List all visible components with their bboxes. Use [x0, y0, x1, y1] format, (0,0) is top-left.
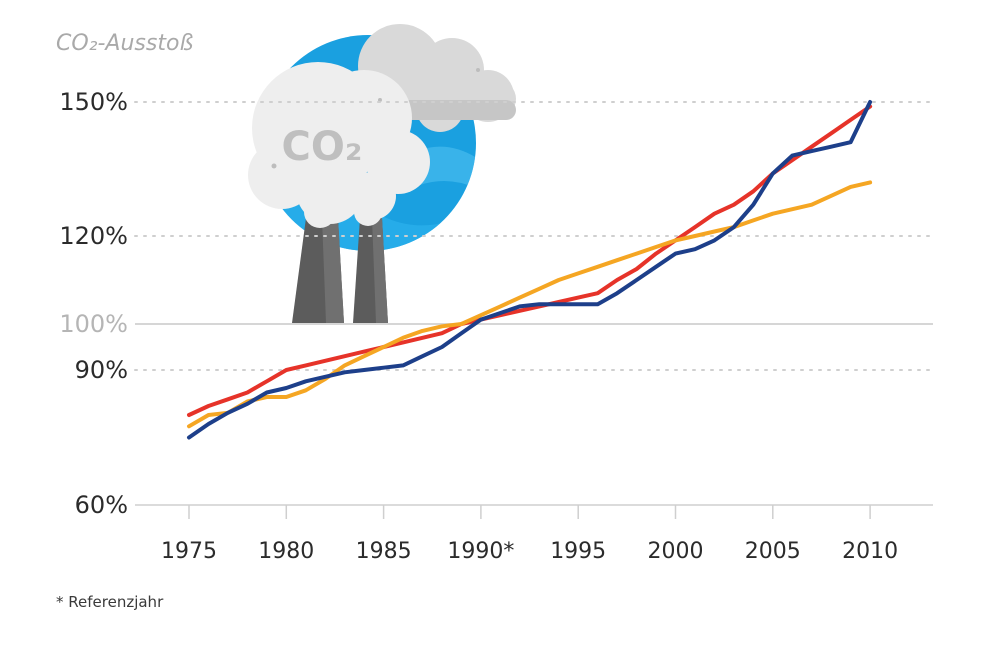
co2-cloud-label: CO₂ [282, 124, 363, 170]
series-line-1 [187, 104, 873, 417]
y-axis-tick-labels: 60% 90% 100% 120% 150% [59, 88, 128, 519]
x-tick-label: 2005 [745, 539, 801, 564]
chimney-right-highlight [372, 218, 388, 323]
x-tick-label: 2010 [842, 539, 898, 564]
x-tick-label: 2000 [648, 539, 704, 564]
x-axis-tick-labels: 1975 1980 1985 1990* 1995 2000 2005 2010 [161, 539, 898, 564]
cloud-dot [271, 163, 277, 169]
gridlines [134, 101, 934, 519]
back-cloud-shadow [400, 100, 516, 120]
chimney-left-highlight [322, 218, 344, 323]
front-cloud-icon [248, 62, 430, 228]
y-tick-label: 60% [75, 491, 128, 519]
factory-smoke-illustration-icon: CO₂ [248, 24, 516, 323]
y-tick-label: 90% [75, 356, 128, 384]
cloud-dot [476, 68, 480, 72]
y-tick-label: 120% [59, 222, 128, 250]
y-tick-label: 100% [59, 310, 128, 338]
x-tick-label: 1975 [161, 539, 217, 564]
series-line-3 [187, 100, 873, 440]
x-tick-label: 1990* [447, 539, 514, 564]
x-tick-label: 1985 [356, 539, 412, 564]
x-tick-label: 1995 [550, 539, 606, 564]
x-tick-label: 1980 [258, 539, 314, 564]
y-tick-label: 150% [59, 88, 128, 116]
y-axis-label: CO₂-Ausstoß [56, 31, 193, 56]
series-line-2 [187, 180, 873, 429]
data-series [187, 100, 873, 440]
footnote: * Referenzjahr [56, 593, 164, 611]
